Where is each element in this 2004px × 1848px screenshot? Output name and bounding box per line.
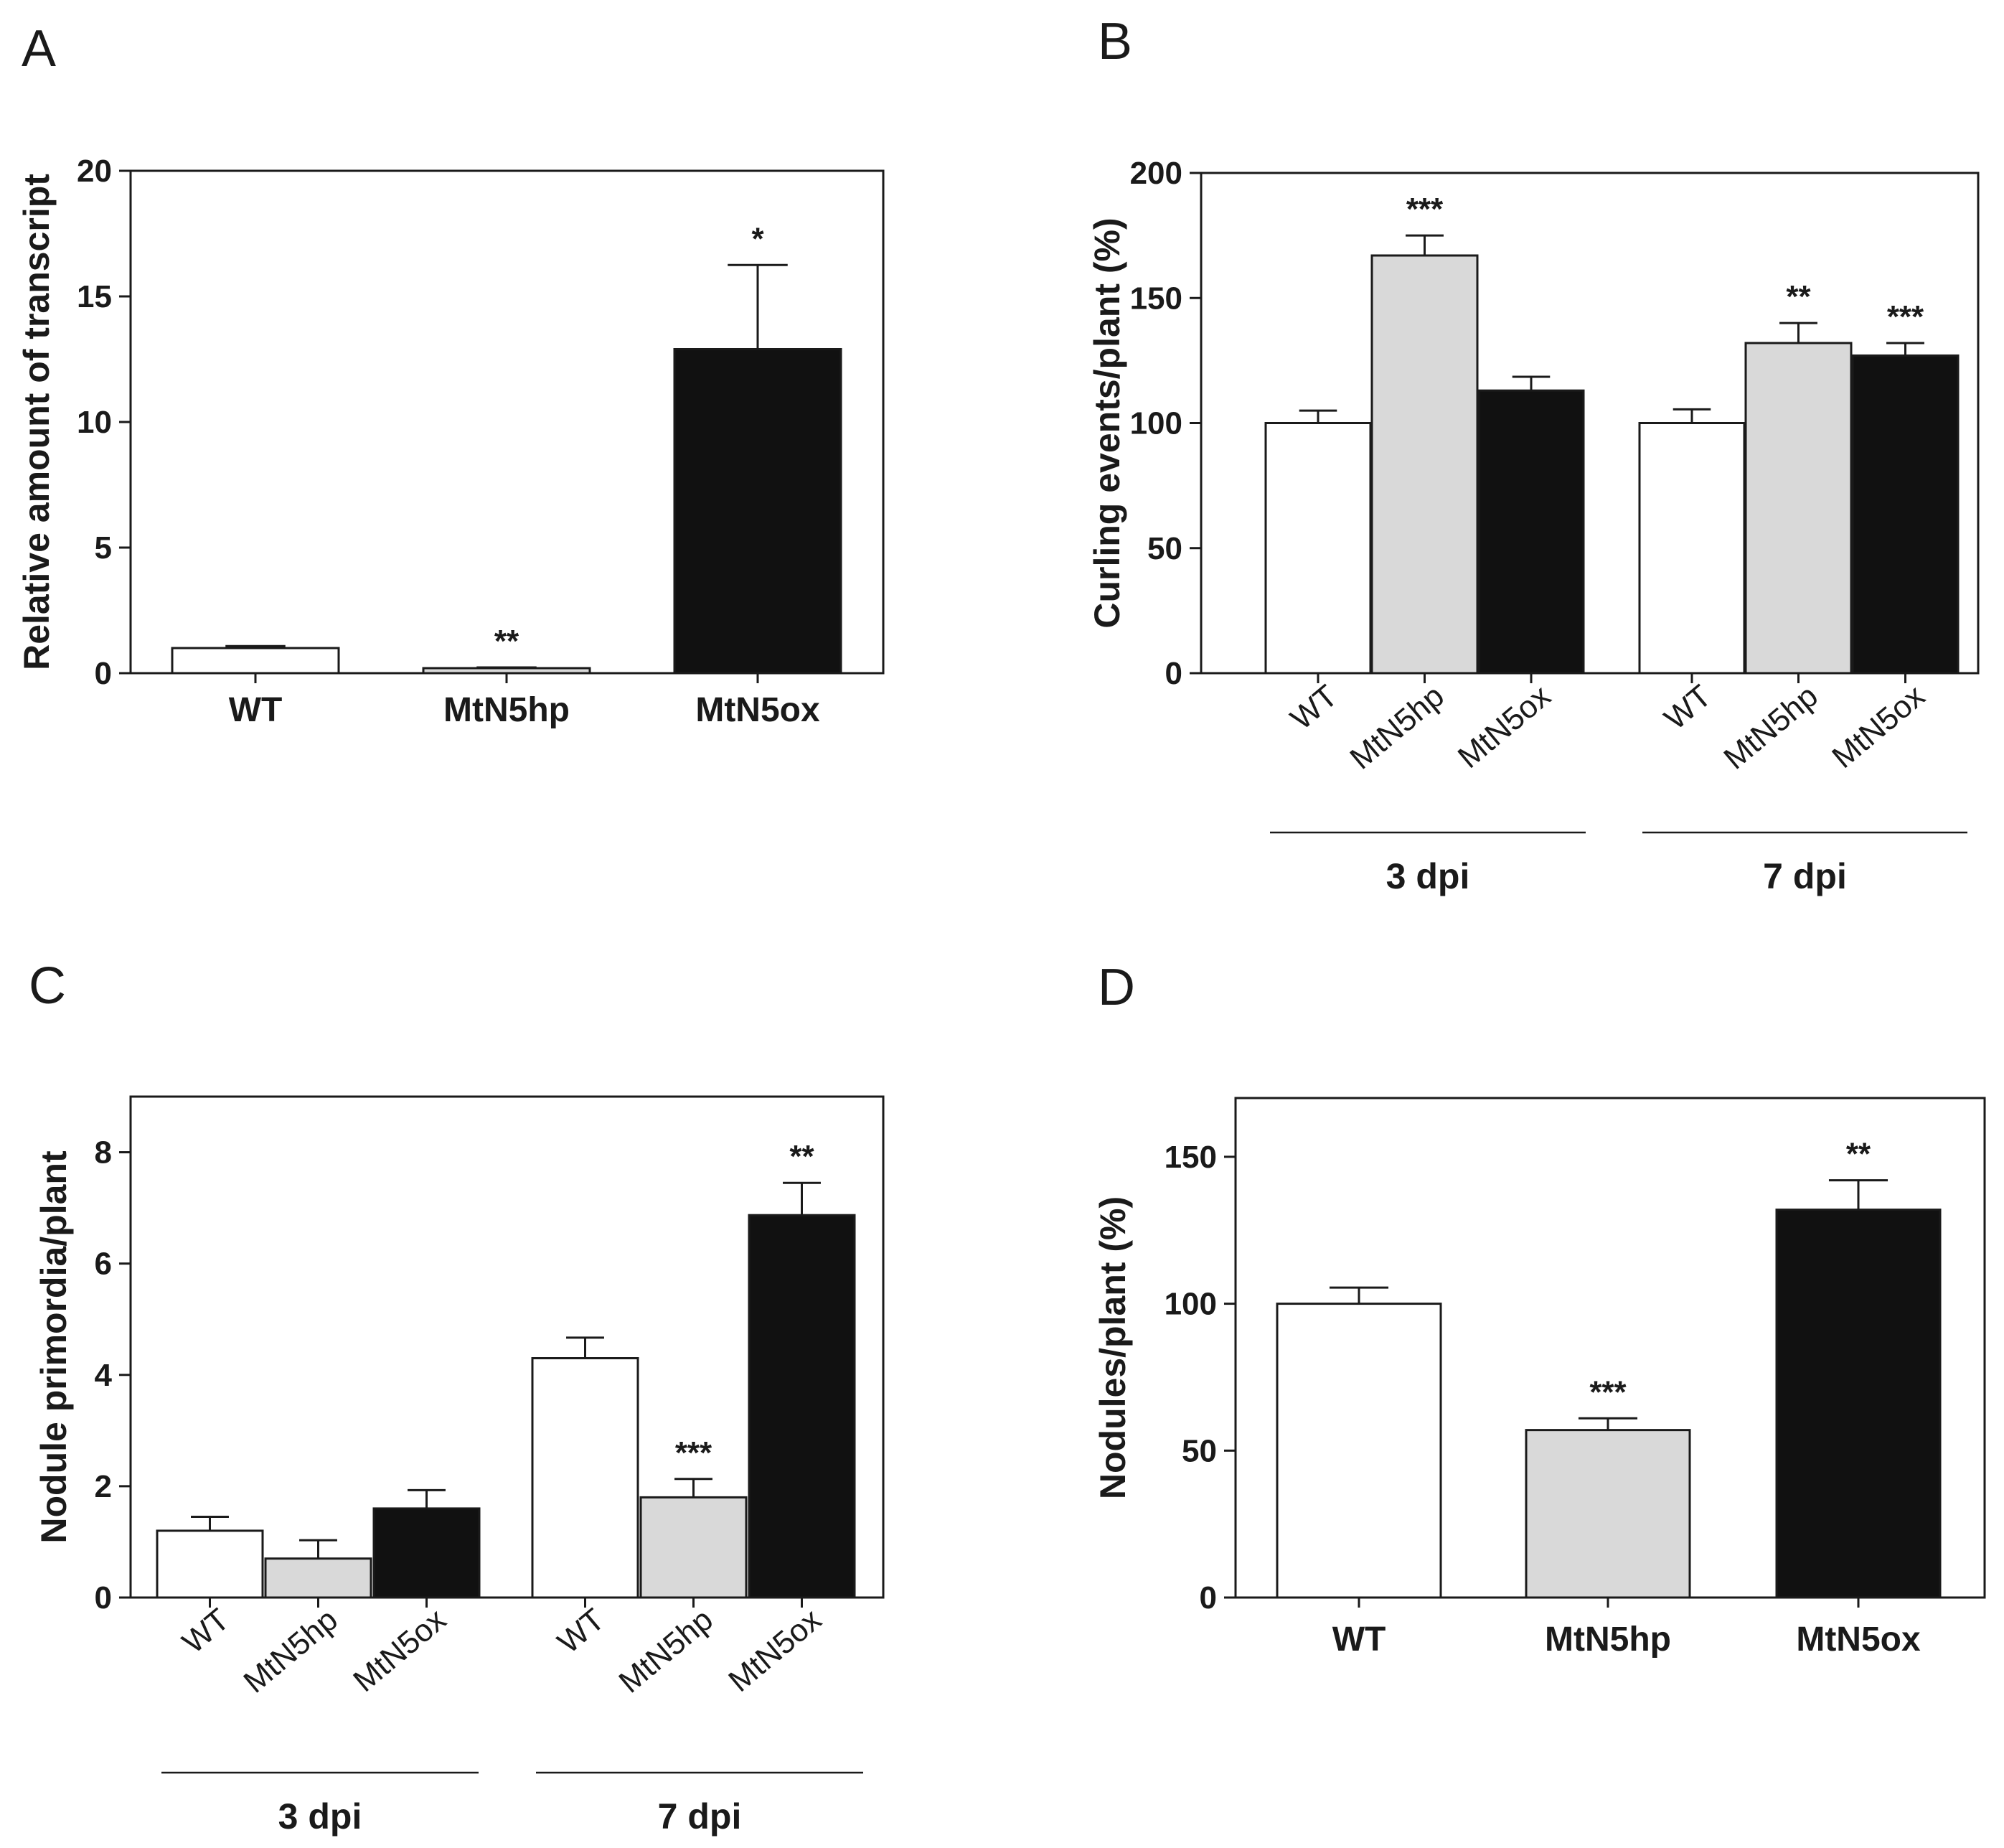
bar-mtn5ox bbox=[1775, 1209, 1942, 1599]
bar-mtn5hp bbox=[639, 1496, 748, 1599]
y-tick-label: 0 bbox=[95, 656, 112, 691]
y-axis-label: Nodules/plant (%) bbox=[1093, 1196, 1133, 1499]
significance-label: * bbox=[751, 221, 764, 256]
bar-mtn5ox bbox=[673, 348, 842, 675]
significance-label: *** bbox=[1406, 192, 1444, 227]
y-tick-label: 20 bbox=[77, 154, 112, 189]
x-tick-label: WT bbox=[551, 1602, 611, 1661]
significance-label: ** bbox=[1846, 1137, 1871, 1172]
panel-label: B bbox=[1098, 13, 1132, 70]
y-tick-label: 50 bbox=[1182, 1433, 1217, 1468]
y-tick-label: 4 bbox=[95, 1358, 113, 1393]
x-tick-label: MtN5ox bbox=[722, 1602, 828, 1699]
bar-mtn5ox bbox=[1477, 389, 1585, 675]
y-tick-label: 10 bbox=[77, 405, 112, 440]
y-tick-label: 8 bbox=[95, 1135, 112, 1171]
bar-mtn5hp bbox=[1370, 254, 1479, 675]
y-axis-label: Nodule primordia/plant bbox=[34, 1150, 74, 1544]
panel-label: C bbox=[29, 957, 66, 1015]
x-tick-label: WT bbox=[1284, 678, 1345, 737]
bar-wt bbox=[1638, 422, 1746, 675]
x-tick-label: MtN5ox bbox=[347, 1602, 453, 1699]
x-tick-label: WT bbox=[176, 1602, 236, 1661]
x-tick-label: MtN5hp bbox=[612, 1602, 720, 1700]
significance-label: ** bbox=[1786, 279, 1811, 314]
x-tick-label: MtN5hp bbox=[1717, 678, 1825, 777]
x-tick-label: WT bbox=[1332, 1620, 1386, 1659]
y-tick-label: 0 bbox=[95, 1580, 112, 1615]
panel-label: A bbox=[22, 20, 56, 78]
y-tick-label: 200 bbox=[1130, 156, 1182, 191]
y-tick-label: 50 bbox=[1147, 531, 1182, 566]
y-tick-label: 150 bbox=[1130, 281, 1182, 316]
bar-wt bbox=[156, 1529, 264, 1599]
significance-label: ** bbox=[494, 624, 519, 659]
bar-wt bbox=[1264, 422, 1372, 675]
bar-mtn5hp bbox=[264, 1557, 372, 1599]
y-tick-label: 5 bbox=[95, 530, 112, 566]
y-tick-label: 150 bbox=[1165, 1140, 1217, 1175]
bar-mtn5hp bbox=[422, 667, 591, 675]
chart-a: A 0 5 10 15 20 Relative amount of transcript WT… bbox=[17, 20, 885, 729]
panel-label: D bbox=[1098, 959, 1135, 1016]
chart-d: D 0 50 100 150 Nodules/plant (%) WT *** MtN5hp **… bbox=[1093, 959, 1986, 1659]
bar-mtn5ox bbox=[1851, 354, 1960, 675]
bar-mtn5hp bbox=[1744, 342, 1853, 675]
bar-mtn5ox bbox=[748, 1214, 856, 1599]
significance-label: *** bbox=[675, 1435, 712, 1471]
x-tick-label: MtN5hp bbox=[443, 691, 570, 729]
y-tick-label: 2 bbox=[95, 1469, 112, 1504]
significance-label: *** bbox=[1887, 299, 1924, 334]
x-tick-label: MtN5hp bbox=[237, 1602, 344, 1700]
x-tick-label: MtN5ox bbox=[1796, 1620, 1921, 1659]
group-label: 7 dpi bbox=[658, 1796, 742, 1837]
y-axis-label: Curling events/plant (%) bbox=[1087, 217, 1127, 628]
bar-mtn5ox bbox=[372, 1507, 481, 1599]
significance-label: ** bbox=[789, 1139, 814, 1174]
bar-wt bbox=[1276, 1303, 1442, 1599]
bar-mtn5hp bbox=[1525, 1429, 1691, 1599]
x-tick-label: MtN5hp bbox=[1343, 678, 1451, 777]
y-axis-label: Relative amount of transcript bbox=[17, 174, 57, 670]
x-tick-label: MtN5ox bbox=[1452, 678, 1558, 775]
group-label: 3 dpi bbox=[1386, 856, 1470, 896]
x-tick-label: MtN5hp bbox=[1545, 1620, 1671, 1659]
bar-wt bbox=[171, 647, 340, 675]
group-label: 3 dpi bbox=[278, 1796, 362, 1837]
y-tick-label: 6 bbox=[95, 1247, 112, 1282]
x-tick-label: WT bbox=[1658, 678, 1718, 737]
y-tick-label: 0 bbox=[1165, 656, 1182, 691]
x-tick-label: MtN5ox bbox=[695, 691, 820, 729]
significance-label: *** bbox=[1589, 1374, 1627, 1410]
group-label: 7 dpi bbox=[1763, 856, 1847, 896]
y-tick-label: 0 bbox=[1200, 1580, 1217, 1615]
y-tick-label: 15 bbox=[77, 279, 112, 314]
plot-frame bbox=[129, 1095, 885, 1599]
y-tick-label: 100 bbox=[1165, 1287, 1217, 1322]
x-tick-label: WT bbox=[229, 691, 283, 729]
bar-wt bbox=[531, 1357, 639, 1599]
x-tick-label: MtN5ox bbox=[1825, 678, 1932, 775]
y-tick-label: 100 bbox=[1130, 406, 1182, 441]
